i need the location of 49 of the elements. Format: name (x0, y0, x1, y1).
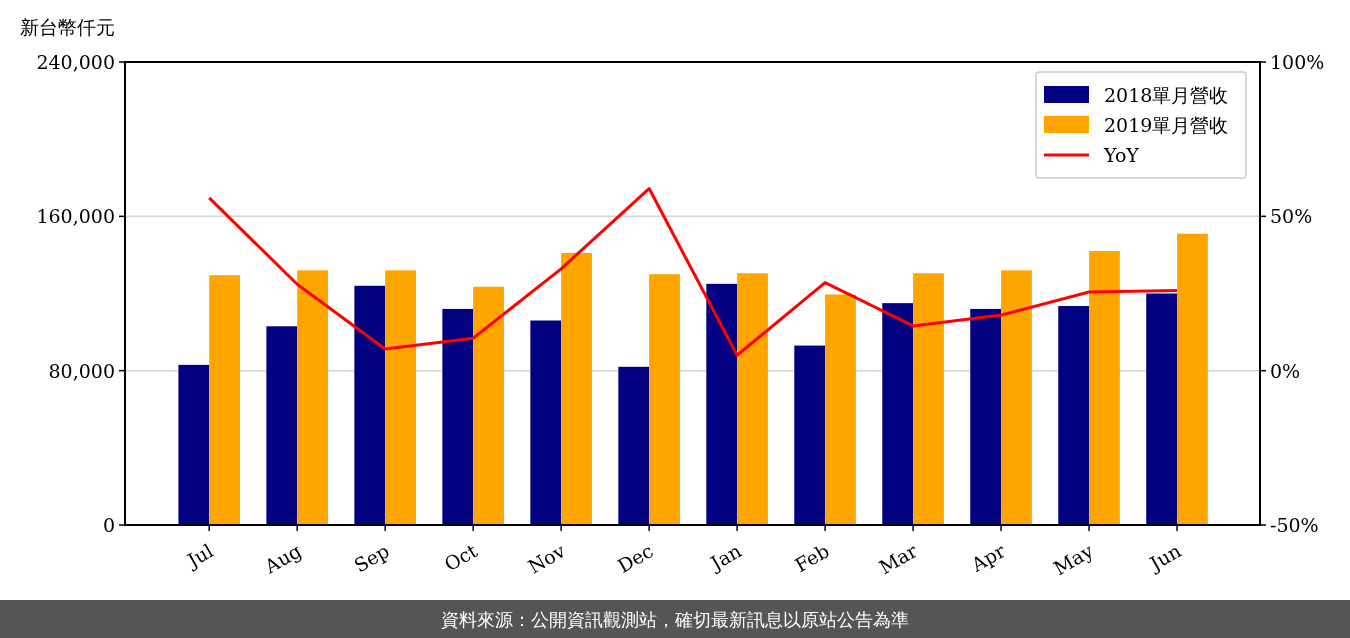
x-tick-label: Feb (790, 539, 833, 577)
bar (297, 270, 328, 525)
y2-tick-label: -50% (1270, 514, 1319, 536)
source-note: 資料來源：公開資訊觀測站，確切最新訊息以原站公告為準 (441, 609, 909, 630)
y-tick-label: 160,000 (36, 205, 115, 228)
bar (530, 320, 562, 525)
x-tick-label: Nov (524, 539, 570, 578)
bar (354, 285, 386, 525)
x-tick-label: Mar (875, 538, 922, 579)
bar (737, 273, 768, 525)
x-tick-label: Jan (705, 539, 745, 575)
bar (1058, 306, 1090, 525)
bar (266, 326, 298, 525)
bar (825, 294, 856, 525)
bar (1177, 233, 1208, 525)
x-tick-label: Oct (440, 539, 482, 576)
bar (618, 366, 650, 525)
bar (1146, 293, 1178, 525)
bar (209, 275, 240, 525)
legend-label: 2019單月營收 (1104, 114, 1229, 136)
y-tick-label: 0 (102, 514, 115, 536)
legend-label: YoY (1103, 144, 1140, 166)
y-tick-label: 80,000 (48, 359, 115, 382)
bar (385, 270, 416, 525)
x-tick-label: Sep (350, 539, 393, 577)
x-tick-label: Dec (613, 539, 657, 577)
y-tick-label: 240,000 (36, 51, 115, 73)
bar (794, 345, 826, 525)
bar (442, 308, 474, 525)
bar (649, 274, 680, 525)
legend-label: 2018單月營收 (1104, 84, 1229, 106)
bar (882, 303, 914, 525)
y2-tick-label: 50% (1270, 205, 1313, 228)
bar (561, 252, 592, 525)
y2-tick-label: 0% (1270, 359, 1301, 382)
x-tick-label: Jul (181, 539, 217, 573)
x-tick-label: May (1049, 539, 1097, 580)
x-tick-label: Apr (966, 538, 1010, 577)
x-tick-label: Jun (1144, 539, 1185, 576)
bar (1089, 251, 1120, 525)
bar (1001, 270, 1032, 525)
y2-tick-label: 100% (1270, 51, 1325, 73)
bar (970, 308, 1002, 525)
bar (706, 283, 738, 525)
bar (178, 364, 210, 525)
bar (913, 273, 944, 525)
x-tick-label: Aug (260, 539, 305, 578)
bar (473, 286, 504, 525)
y-axis-title: 新台幣仟元 (20, 16, 115, 38)
